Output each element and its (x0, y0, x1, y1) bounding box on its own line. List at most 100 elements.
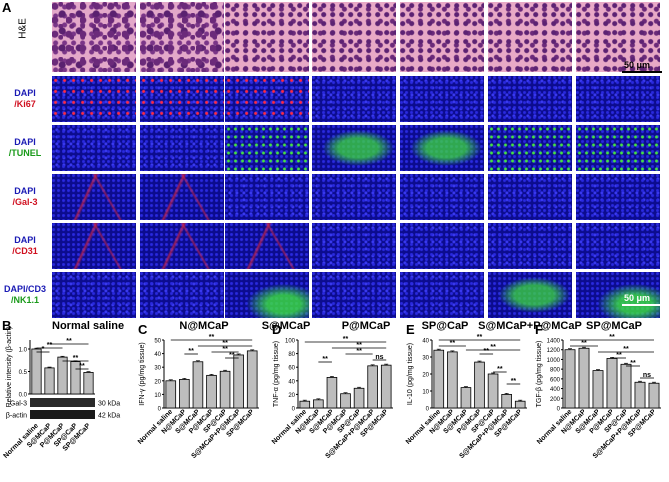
sig-label: ** (581, 340, 587, 347)
bar (192, 361, 204, 409)
sig-label: ** (66, 338, 72, 345)
micrograph-r5-c1 (140, 272, 224, 318)
bar (70, 361, 81, 395)
bar (380, 364, 392, 409)
blot-name: β-actin (6, 413, 27, 420)
bar (564, 349, 576, 409)
row-label-line1: H&E (17, 18, 29, 39)
micrograph-r5-c4 (400, 272, 484, 318)
row-label: DAPI/Gal-3 (2, 186, 48, 208)
bar (367, 365, 378, 409)
sig-label: ** (209, 334, 215, 341)
sig-label: ** (630, 360, 636, 367)
micrograph-r4-c2 (225, 223, 309, 269)
micrograph-r0-c5 (488, 2, 572, 72)
sig-label: ** (47, 342, 53, 349)
y-tick-label: 50 (154, 339, 161, 345)
y-tick-label: 200 (550, 397, 561, 403)
row-label: DAPI/Ki67 (2, 88, 48, 110)
bar (433, 349, 445, 409)
micrograph-r5-c6 (576, 272, 660, 318)
row-label-line2: /Gal-3 (12, 197, 38, 207)
y-axis-label: IL-10 (pg/mg tissue) (407, 343, 414, 405)
micrograph-r2-c3 (312, 125, 396, 171)
bar (83, 372, 94, 395)
row-label-line1: DAPI (14, 235, 36, 245)
sig-label: ** (229, 352, 235, 359)
micrograph-r4-c3 (312, 223, 396, 269)
y-axis-label: Relative intensity (β-actin) (6, 327, 13, 408)
bar (57, 356, 68, 395)
micrograph-r0-c2 (225, 2, 309, 72)
y-tick-label: 0 (292, 407, 296, 413)
micrograph-r1-c2 (225, 76, 309, 122)
sig-label: ** (322, 356, 328, 363)
micrograph-r3-c2 (225, 174, 309, 220)
bar (299, 400, 311, 409)
blot-band-actin (30, 410, 95, 419)
group-label: P@MCaP (341, 320, 391, 332)
y-axis-label: TGF-β (pg/mg tissue) (536, 341, 543, 408)
sig-label: ** (450, 340, 456, 347)
micrograph-r4-c6 (576, 223, 660, 269)
sig-label: ** (73, 355, 79, 362)
sig-label: ** (343, 336, 349, 343)
row-label: DAPI/CD3/NK1.1 (2, 284, 48, 306)
bar (326, 377, 338, 409)
sig-label: ns (375, 354, 383, 361)
sig-label: ** (188, 348, 194, 355)
y-tick-label: 20 (154, 379, 161, 385)
y-tick-label: 0.5 (19, 370, 28, 376)
y-axis-label: IFN-γ (pg/mg tissue) (139, 342, 146, 405)
micrograph-r5-c3 (312, 272, 396, 318)
row-label-line1: DAPI (14, 186, 36, 196)
y-tick-label: 20 (422, 373, 429, 379)
micrograph-r0-c6 (576, 2, 660, 72)
y-tick-label: 600 (550, 377, 561, 383)
bar (340, 393, 351, 409)
sig-label: ** (79, 363, 85, 370)
micrograph-r2-c1 (140, 125, 224, 171)
micrograph-r2-c2 (225, 125, 309, 171)
micrograph-r4-c4 (400, 223, 484, 269)
micrograph-r4-c1 (140, 223, 224, 269)
blot-name: Gal-3 (10, 401, 27, 408)
y-tick-label: 0 (426, 407, 430, 413)
bar (634, 381, 646, 409)
y-tick-label: 10 (422, 390, 429, 396)
bar (474, 361, 485, 409)
bar (206, 374, 217, 409)
sig-label: ** (222, 346, 228, 353)
panel-b-title: Normal saline (52, 320, 125, 332)
scale-bar-he: 50 μm (624, 60, 651, 70)
bar (514, 400, 526, 409)
bar (31, 348, 42, 395)
row-label-line1: DAPI (14, 137, 36, 147)
micrograph-r2-c5 (488, 125, 572, 171)
sig-label: ** (616, 352, 622, 359)
bar (165, 380, 177, 409)
y-tick-label: 1200 (547, 348, 561, 354)
y-tick-label: 40 (288, 379, 295, 385)
scale-bar-fluor-line (622, 304, 662, 306)
micrograph-r1-c6 (576, 76, 660, 122)
y-tick-label: 0 (557, 407, 561, 413)
y-tick-label: 40 (154, 352, 161, 358)
row-label: DAPI/CD31 (2, 235, 48, 257)
micrograph-r5-c2 (225, 272, 309, 318)
panel-label: F (535, 322, 543, 337)
bar (447, 351, 458, 409)
micrograph-r3-c0 (52, 174, 136, 220)
micrograph-r1-c3 (312, 76, 396, 122)
sig-label: ** (511, 378, 517, 385)
bar (487, 373, 499, 409)
micrograph-r0-c3 (312, 2, 396, 72)
y-tick-label: 30 (154, 366, 161, 372)
micrograph-r0-c1 (140, 2, 224, 72)
micrograph-r5-c5 (488, 272, 572, 318)
sig-label: ** (484, 348, 490, 355)
sig-label: ** (497, 366, 503, 373)
micrograph-r2-c6 (576, 125, 660, 171)
